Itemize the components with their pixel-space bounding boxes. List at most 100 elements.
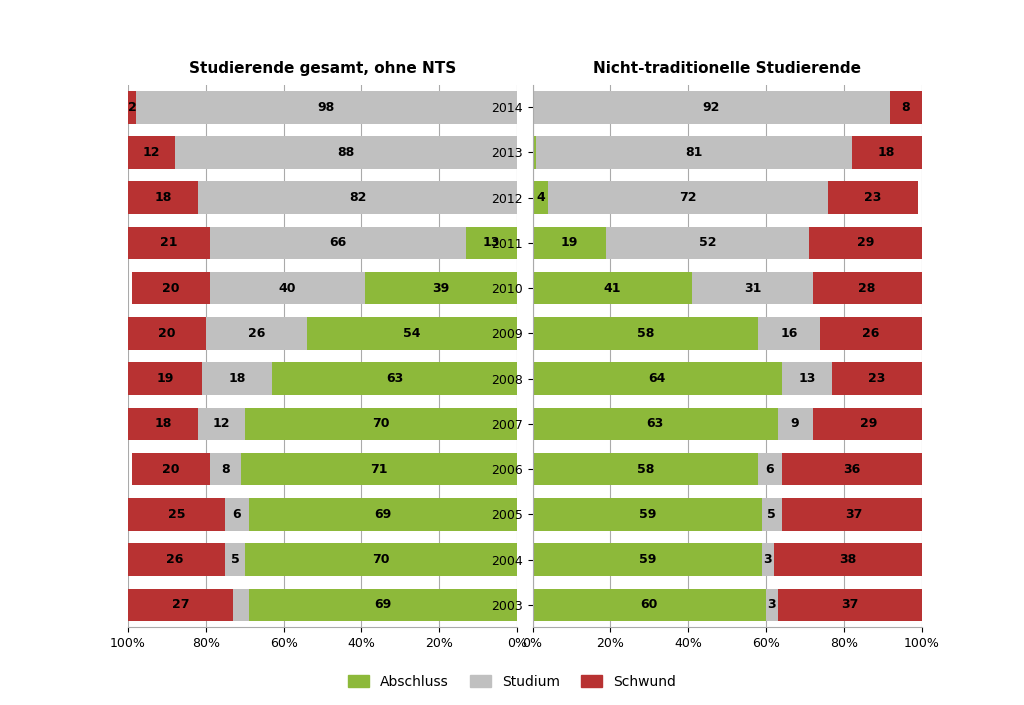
Bar [891, 91, 922, 123]
Text: 18: 18 [155, 417, 172, 430]
Bar [210, 272, 366, 305]
Text: 38: 38 [839, 553, 856, 566]
Text: 92: 92 [702, 101, 720, 114]
Bar [366, 272, 517, 305]
Bar [813, 407, 926, 440]
Text: 39: 39 [432, 282, 450, 295]
Text: 88: 88 [337, 146, 354, 159]
Text: 26: 26 [248, 327, 265, 340]
Bar [467, 226, 517, 259]
Text: 71: 71 [370, 462, 388, 476]
Bar [241, 453, 517, 486]
Bar [175, 136, 517, 168]
Bar [758, 317, 820, 350]
Bar [128, 362, 202, 395]
Bar [233, 589, 249, 621]
Text: 18: 18 [878, 146, 895, 159]
Text: 25: 25 [168, 508, 185, 521]
Text: 37: 37 [845, 508, 862, 521]
Bar [210, 226, 467, 259]
Bar [548, 181, 828, 214]
Title: Studierende gesamt, ohne NTS: Studierende gesamt, ohne NTS [188, 61, 456, 76]
Bar [532, 362, 781, 395]
Bar [532, 498, 762, 531]
Bar [833, 362, 922, 395]
Bar [245, 407, 517, 440]
Bar [249, 498, 517, 531]
Bar [210, 453, 241, 486]
Text: 9: 9 [791, 417, 800, 430]
Bar [206, 317, 307, 350]
Text: 21: 21 [160, 236, 177, 250]
Bar [777, 407, 813, 440]
Text: 20: 20 [158, 327, 176, 340]
Text: 59: 59 [639, 553, 656, 566]
Bar [249, 589, 517, 621]
Text: 66: 66 [330, 236, 347, 250]
Text: 26: 26 [166, 553, 183, 566]
Text: 26: 26 [862, 327, 880, 340]
Bar [532, 453, 758, 486]
Text: 72: 72 [680, 191, 697, 204]
Bar [128, 226, 210, 259]
Text: 5: 5 [230, 553, 240, 566]
Bar [225, 498, 249, 531]
Bar [781, 362, 833, 395]
Text: 12: 12 [142, 146, 160, 159]
Text: 13: 13 [798, 372, 815, 385]
Text: 41: 41 [603, 282, 622, 295]
Text: 58: 58 [637, 327, 654, 340]
Text: 54: 54 [403, 327, 421, 340]
Title: Nicht-traditionelle Studierende: Nicht-traditionelle Studierende [593, 61, 861, 76]
Text: 37: 37 [841, 599, 858, 611]
Bar [307, 317, 517, 350]
Bar [777, 589, 922, 621]
Bar [774, 544, 922, 576]
Bar [532, 544, 762, 576]
Bar [128, 181, 198, 214]
Bar [128, 91, 136, 123]
Bar [272, 362, 517, 395]
Text: 8: 8 [221, 462, 229, 476]
Bar [532, 589, 766, 621]
Bar [532, 272, 692, 305]
Text: 82: 82 [349, 191, 367, 204]
Bar [537, 136, 852, 168]
Text: 18: 18 [155, 191, 172, 204]
Text: 20: 20 [162, 462, 179, 476]
Bar [128, 589, 233, 621]
Bar [132, 453, 210, 486]
Bar [532, 226, 606, 259]
Bar [128, 498, 225, 531]
Bar [225, 544, 245, 576]
Text: 27: 27 [172, 599, 189, 611]
Text: 6: 6 [232, 508, 242, 521]
Bar [781, 498, 926, 531]
Bar [758, 453, 781, 486]
Bar [828, 181, 918, 214]
Bar [820, 317, 922, 350]
Text: 23: 23 [868, 372, 886, 385]
Bar [532, 91, 891, 123]
Bar [532, 407, 777, 440]
Bar [532, 317, 758, 350]
Bar [128, 407, 198, 440]
Bar [606, 226, 809, 259]
Bar [124, 544, 225, 576]
Text: 8: 8 [902, 101, 910, 114]
Text: 29: 29 [860, 417, 878, 430]
Text: 36: 36 [843, 462, 860, 476]
Bar [532, 136, 537, 168]
Bar [781, 453, 922, 486]
Text: 4: 4 [536, 191, 545, 204]
Text: 58: 58 [637, 462, 654, 476]
Text: 3: 3 [768, 599, 776, 611]
Text: 60: 60 [641, 599, 658, 611]
Bar [813, 272, 922, 305]
Text: 69: 69 [374, 508, 391, 521]
Bar [762, 498, 781, 531]
Text: 20: 20 [162, 282, 179, 295]
Text: 64: 64 [648, 372, 666, 385]
Bar [198, 181, 517, 214]
Text: 3: 3 [764, 553, 772, 566]
